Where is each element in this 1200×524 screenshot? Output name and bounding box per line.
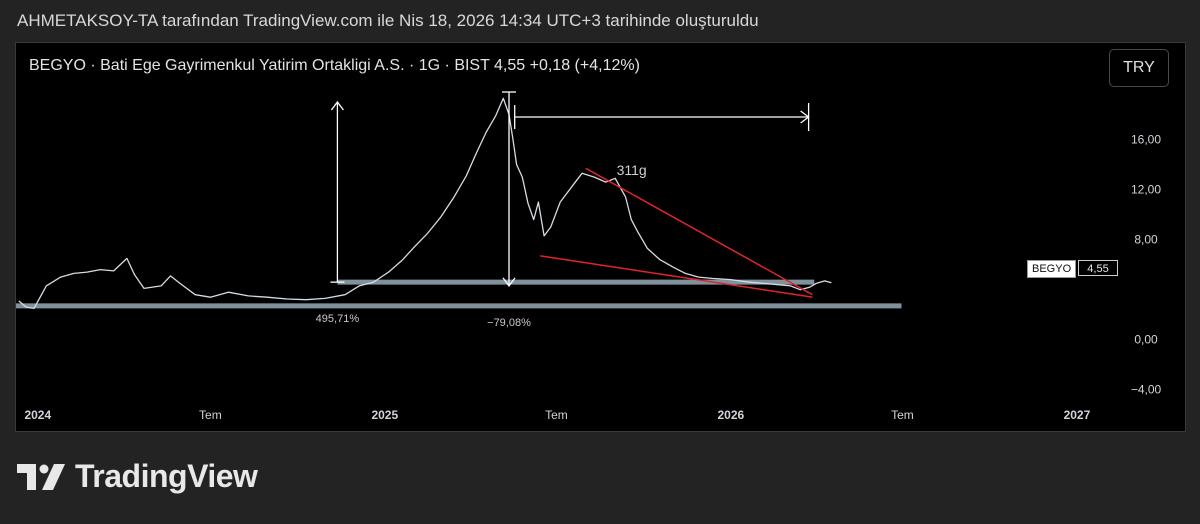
price-range-measure: −79,08%: [487, 91, 531, 329]
arrow-head-icon: [502, 277, 516, 287]
chart-panel[interactable]: 495,71% −79,08% 311g 2024 Tem 2025 Tem 2026 Tem…: [15, 42, 1186, 432]
chart-caption: AHMETAKSOY-TA tarafından TradingView.com…: [17, 11, 759, 30]
x-tick-label: Tem: [199, 408, 222, 422]
currency-button[interactable]: TRY: [1109, 49, 1169, 87]
annotation-layer: [16, 279, 902, 309]
date-range-label: 311g: [617, 162, 647, 178]
y-tick-label: 12,00: [1131, 183, 1161, 197]
x-tick-label: 2025: [371, 408, 398, 422]
y-tick-label: 16,00: [1131, 133, 1161, 147]
last-price-value-label: 4,55: [1078, 260, 1118, 276]
y-tick-label: 8,00: [1134, 233, 1158, 247]
price-series-line: [18, 97, 832, 310]
y-tick-label: 0,00: [1134, 333, 1158, 347]
x-tick-label: 2026: [718, 408, 745, 422]
y-axis: 16,00 12,00 8,00 0,00 −4,00: [1131, 133, 1162, 397]
annotation-overlay: 495,71% −79,08% 311g: [316, 91, 813, 329]
price-range-label: 495,71%: [316, 313, 360, 325]
arrow-head-icon: [330, 100, 344, 111]
price-range-label: −79,08%: [487, 317, 531, 329]
tradingview-brand[interactable]: TradingView: [17, 458, 258, 495]
y-tick-label: −4,00: [1131, 383, 1162, 397]
x-tick-label: 2024: [24, 408, 51, 422]
trend-line: [585, 167, 813, 296]
x-tick-label: Tem: [891, 408, 914, 422]
trend-line: [540, 255, 813, 298]
x-tick-label: 2027: [1064, 408, 1091, 422]
symbol-info: BEGYO · Bati Ege Gayrimenkul Yatirim Ort…: [29, 57, 640, 74]
date-range-measure: 311g: [514, 103, 810, 178]
x-axis: 2024 Tem 2025 Tem 2026 Tem 2027: [24, 408, 1090, 422]
brand-name: TradingView: [75, 458, 258, 494]
price-range-measure: 495,71%: [316, 100, 360, 325]
price-chart[interactable]: 495,71% −79,08% 311g 2024 Tem 2025 Tem 2026 Tem…: [16, 43, 1185, 431]
x-tick-label: Tem: [545, 408, 568, 422]
arrow-head-icon: [800, 110, 810, 124]
tradingview-logo-icon: [17, 463, 65, 490]
last-price-symbol-label: BEGYO: [1027, 260, 1077, 278]
